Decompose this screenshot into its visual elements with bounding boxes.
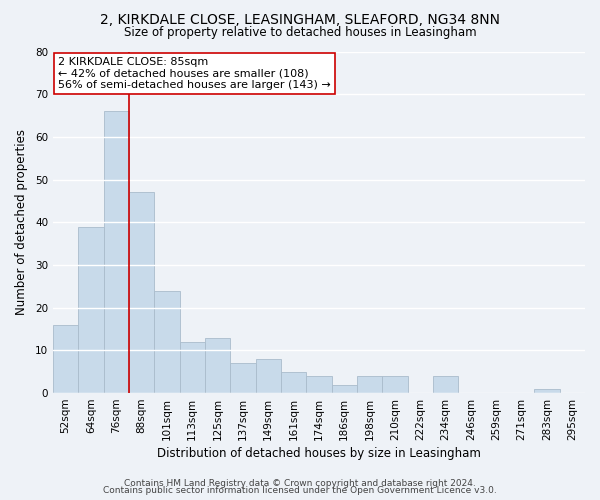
X-axis label: Distribution of detached houses by size in Leasingham: Distribution of detached houses by size … bbox=[157, 447, 481, 460]
Bar bbox=[281, 372, 306, 393]
Bar bbox=[306, 376, 332, 393]
Text: 2, KIRKDALE CLOSE, LEASINGHAM, SLEAFORD, NG34 8NN: 2, KIRKDALE CLOSE, LEASINGHAM, SLEAFORD,… bbox=[100, 12, 500, 26]
Bar bbox=[382, 376, 407, 393]
Bar bbox=[205, 338, 230, 393]
Bar bbox=[53, 325, 78, 393]
Bar bbox=[179, 342, 205, 393]
Bar bbox=[433, 376, 458, 393]
Bar bbox=[332, 384, 357, 393]
Bar bbox=[129, 192, 154, 393]
Bar bbox=[256, 359, 281, 393]
Text: Contains HM Land Registry data © Crown copyright and database right 2024.: Contains HM Land Registry data © Crown c… bbox=[124, 478, 476, 488]
Y-axis label: Number of detached properties: Number of detached properties bbox=[15, 130, 28, 316]
Bar bbox=[230, 363, 256, 393]
Bar bbox=[104, 112, 129, 393]
Text: Contains public sector information licensed under the Open Government Licence v3: Contains public sector information licen… bbox=[103, 486, 497, 495]
Text: Size of property relative to detached houses in Leasingham: Size of property relative to detached ho… bbox=[124, 26, 476, 39]
Bar bbox=[78, 226, 104, 393]
Bar bbox=[154, 290, 179, 393]
Bar bbox=[535, 389, 560, 393]
Text: 2 KIRKDALE CLOSE: 85sqm
← 42% of detached houses are smaller (108)
56% of semi-d: 2 KIRKDALE CLOSE: 85sqm ← 42% of detache… bbox=[58, 56, 331, 90]
Bar bbox=[357, 376, 382, 393]
